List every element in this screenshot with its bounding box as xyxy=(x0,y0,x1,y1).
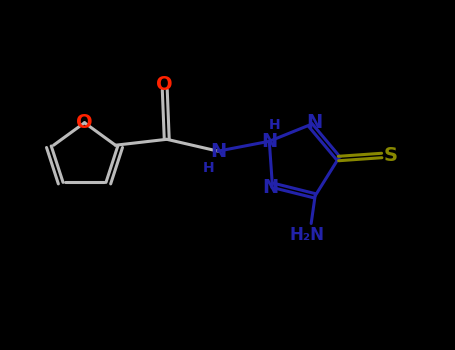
Text: H: H xyxy=(268,118,280,132)
Text: N: N xyxy=(306,113,322,132)
Text: H₂N: H₂N xyxy=(290,226,325,244)
Text: N: N xyxy=(262,178,278,197)
Text: N: N xyxy=(261,132,278,151)
Text: S: S xyxy=(384,146,398,165)
Text: N: N xyxy=(210,142,226,161)
Text: O: O xyxy=(76,113,93,132)
Text: H: H xyxy=(202,161,214,175)
Text: O: O xyxy=(157,75,173,93)
